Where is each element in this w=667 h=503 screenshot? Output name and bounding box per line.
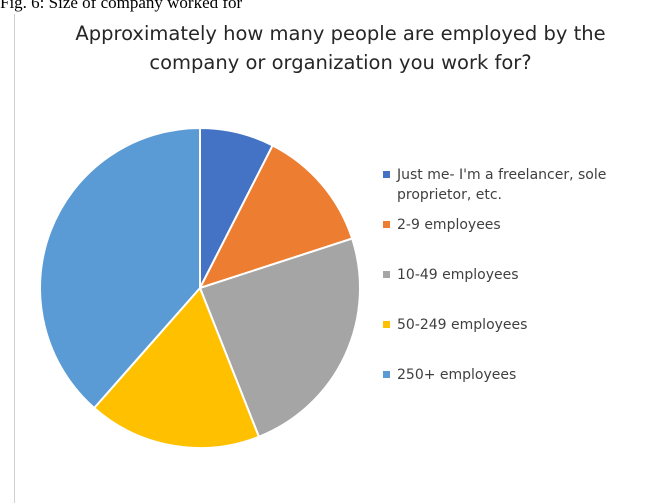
pie-slice-5 [39,126,201,410]
chart-title-line-2: company or organization you work for? [149,51,532,74]
legend-item-5: 250+ employees [383,365,647,385]
legend-item-1: Just me- I'm a freelancer, sole propriet… [383,165,647,205]
chart-frame [14,14,667,503]
legend-swatch-4 [383,321,390,328]
legend-swatch-3 [383,271,390,278]
pie-slice-4 [92,286,261,449]
figure-caption: Fig. 6: Size of company worked for [0,0,243,12]
chart-title-line-1: Approximately how many people are employ… [75,22,606,45]
legend-item-3: 10-49 employees [383,265,647,285]
legend-label-1: Just me- I'm a freelancer, sole propriet… [397,167,607,203]
legend-item-4: 50-249 employees [383,315,647,335]
legend-item-2: 2-9 employees [383,215,647,235]
legend-label-3: 10-49 employees [397,267,519,283]
pie-slice-2 [198,144,354,290]
legend-label-2: 2-9 employees [397,217,501,233]
legend-swatch-2 [383,221,390,228]
legend-swatch-5 [383,371,390,378]
legend-label-4: 50-249 employees [397,317,528,333]
legend-swatch-1 [383,171,390,178]
legend-label-5: 250+ employees [397,367,517,383]
chart-title: Approximately how many people are employ… [14,19,667,77]
